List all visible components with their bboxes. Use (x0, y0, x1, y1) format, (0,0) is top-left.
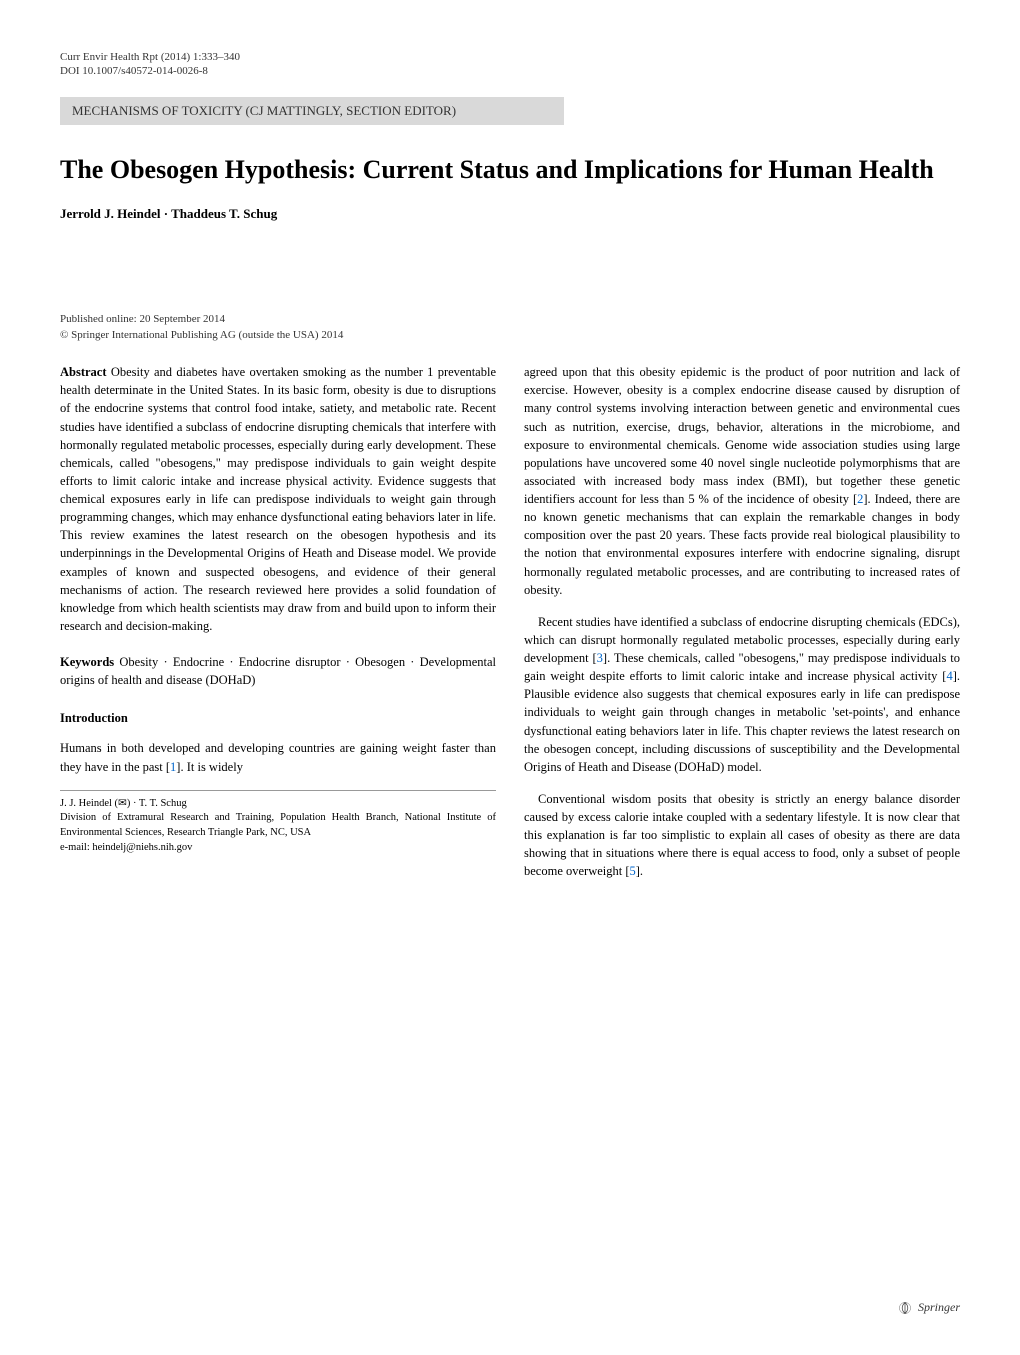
journal-citation: Curr Envir Health Rpt (2014) 1:333–340 (60, 50, 960, 64)
publisher-footer: Springer (898, 1300, 960, 1315)
body-paragraph-1: agreed upon that this obesity epidemic i… (524, 363, 960, 599)
intro-text-part1: Humans in both developed and developing … (60, 741, 496, 773)
keywords-paragraph: Keywords Obesity · Endocrine · Endocrine… (60, 653, 496, 689)
springer-icon (898, 1301, 912, 1315)
introduction-heading: Introduction (60, 709, 496, 727)
body-p3-text2: ]. (636, 864, 643, 878)
publisher-name: Springer (918, 1300, 960, 1314)
doi-text: DOI 10.1007/s40572-014-0026-8 (60, 64, 960, 78)
copyright: © Springer International Publishing AG (… (60, 328, 960, 343)
body-paragraph-3: Conventional wisdom posits that obesity … (524, 790, 960, 881)
section-header: MECHANISMS OF TOXICITY (CJ MATTINGLY, SE… (60, 97, 564, 125)
keywords-label: Keywords (60, 655, 114, 669)
body-p1-text2: ]. Indeed, there are no known genetic me… (524, 492, 960, 597)
body-p2-text3: ]. Plausible evidence also suggests that… (524, 669, 960, 774)
right-column: agreed upon that this obesity epidemic i… (524, 363, 960, 894)
content-columns: Abstract Obesity and diabetes have overt… (60, 363, 960, 894)
body-p3-text1: Conventional wisdom posits that obesity … (524, 792, 960, 879)
pub-date: Published online: 20 September 2014 (60, 312, 960, 327)
abstract-text: Obesity and diabetes have overtaken smok… (60, 365, 496, 633)
publication-info: Published online: 20 September 2014 © Sp… (60, 312, 960, 343)
author-email: e-mail: heindelj@niehs.nih.gov (60, 841, 496, 856)
left-column: Abstract Obesity and diabetes have overt… (60, 363, 496, 894)
intro-paragraph-1: Humans in both developed and developing … (60, 739, 496, 775)
authors-list: Jerrold J. Heindel · Thaddeus T. Schug (60, 206, 960, 222)
keywords-text: Obesity · Endocrine · Endocrine disrupto… (60, 655, 496, 687)
body-paragraph-2: Recent studies have identified a subclas… (524, 613, 960, 776)
abstract-paragraph: Abstract Obesity and diabetes have overt… (60, 363, 496, 635)
journal-header: Curr Envir Health Rpt (2014) 1:333–340 D… (60, 50, 960, 79)
article-title: The Obesogen Hypothesis: Current Status … (60, 153, 960, 187)
author-affiliation-text: Division of Extramural Research and Trai… (60, 811, 496, 840)
author-affiliation: J. J. Heindel (✉) · T. T. Schug Division… (60, 790, 496, 856)
intro-text-part2: ]. It is widely (176, 760, 243, 774)
body-p1-text1: agreed upon that this obesity epidemic i… (524, 365, 960, 506)
author-corresponding: J. J. Heindel (✉) · T. T. Schug (60, 797, 496, 812)
abstract-label: Abstract (60, 365, 107, 379)
